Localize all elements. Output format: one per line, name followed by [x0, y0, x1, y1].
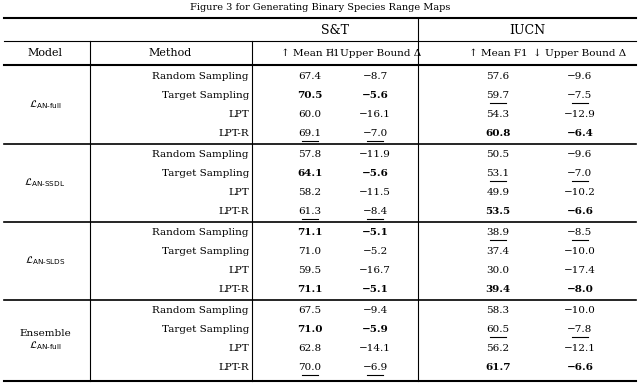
Text: 56.2: 56.2 — [486, 344, 509, 353]
Text: −8.4: −8.4 — [362, 207, 388, 216]
Text: 57.6: 57.6 — [486, 72, 509, 81]
Text: −16.7: −16.7 — [359, 266, 391, 275]
Text: Ensemble: Ensemble — [19, 329, 71, 339]
Text: Target Sampling: Target Sampling — [162, 169, 249, 178]
Text: −8.7: −8.7 — [362, 72, 388, 81]
Text: 53.5: 53.5 — [485, 207, 511, 216]
Text: $\mathcal{L}_{\mathrm{AN\text{-}SLDS}}$: $\mathcal{L}_{\mathrm{AN\text{-}SLDS}}$ — [24, 255, 65, 267]
Text: 69.1: 69.1 — [298, 129, 321, 138]
Text: 64.1: 64.1 — [298, 169, 323, 178]
Text: −9.4: −9.4 — [362, 306, 388, 315]
Text: 49.9: 49.9 — [486, 188, 509, 197]
Text: S&T: S&T — [321, 24, 349, 36]
Text: ↑ Mean F1: ↑ Mean F1 — [468, 48, 527, 58]
Text: Target Sampling: Target Sampling — [162, 247, 249, 256]
Text: 39.4: 39.4 — [485, 285, 511, 294]
Text: −10.0: −10.0 — [564, 306, 596, 315]
Text: 58.2: 58.2 — [298, 188, 321, 197]
Text: 71.0: 71.0 — [297, 325, 323, 334]
Text: −11.9: −11.9 — [359, 150, 391, 159]
Text: 30.0: 30.0 — [486, 266, 509, 275]
Text: −16.1: −16.1 — [359, 110, 391, 119]
Text: 60.0: 60.0 — [298, 110, 321, 119]
Text: −6.6: −6.6 — [566, 207, 593, 216]
Text: −7.0: −7.0 — [362, 129, 388, 138]
Text: IUCN: IUCN — [509, 24, 545, 36]
Text: 37.4: 37.4 — [486, 247, 509, 256]
Text: −10.2: −10.2 — [564, 188, 596, 197]
Text: LPT-R: LPT-R — [218, 207, 249, 216]
Text: Random Sampling: Random Sampling — [152, 150, 249, 159]
Text: −5.1: −5.1 — [362, 228, 388, 237]
Text: LPT-R: LPT-R — [218, 363, 249, 372]
Text: LPT: LPT — [228, 110, 249, 119]
Text: Random Sampling: Random Sampling — [152, 228, 249, 237]
Text: −10.0: −10.0 — [564, 247, 596, 256]
Text: 54.3: 54.3 — [486, 110, 509, 119]
Text: LPT: LPT — [228, 188, 249, 197]
Text: 70.5: 70.5 — [298, 91, 323, 100]
Text: −7.8: −7.8 — [568, 325, 593, 334]
Text: Target Sampling: Target Sampling — [162, 91, 249, 100]
Text: Model: Model — [28, 48, 63, 58]
Text: −8.5: −8.5 — [568, 228, 593, 237]
Text: 71.0: 71.0 — [298, 247, 321, 256]
Text: LPT: LPT — [228, 266, 249, 275]
Text: ↓ Upper Bound Δ: ↓ Upper Bound Δ — [328, 48, 422, 58]
Text: LPT: LPT — [228, 344, 249, 353]
Text: −6.6: −6.6 — [566, 363, 593, 372]
Text: 38.9: 38.9 — [486, 228, 509, 237]
Text: $\mathcal{L}_{\mathrm{AN\text{-}full}}$: $\mathcal{L}_{\mathrm{AN\text{-}full}}$ — [29, 99, 61, 111]
Text: 59.7: 59.7 — [486, 91, 509, 100]
Text: 60.8: 60.8 — [485, 129, 511, 138]
Text: −7.0: −7.0 — [568, 169, 593, 178]
Text: 50.5: 50.5 — [486, 150, 509, 159]
Text: 61.3: 61.3 — [298, 207, 321, 216]
Text: −17.4: −17.4 — [564, 266, 596, 275]
Text: −9.6: −9.6 — [568, 150, 593, 159]
Text: ↓ Upper Bound Δ: ↓ Upper Bound Δ — [533, 48, 627, 58]
Text: −5.1: −5.1 — [362, 285, 388, 294]
Text: 71.1: 71.1 — [297, 228, 323, 237]
Text: −5.9: −5.9 — [362, 325, 388, 334]
Text: 71.1: 71.1 — [297, 285, 323, 294]
Text: 61.7: 61.7 — [485, 363, 511, 372]
Text: 70.0: 70.0 — [298, 363, 321, 372]
Text: Random Sampling: Random Sampling — [152, 72, 249, 81]
Text: LPT-R: LPT-R — [218, 285, 249, 294]
Text: −9.6: −9.6 — [568, 72, 593, 81]
Text: 67.5: 67.5 — [298, 306, 321, 315]
Text: −11.5: −11.5 — [359, 188, 391, 197]
Text: −6.9: −6.9 — [362, 363, 388, 372]
Text: −12.9: −12.9 — [564, 110, 596, 119]
Text: −7.5: −7.5 — [568, 91, 593, 100]
Text: −5.6: −5.6 — [362, 91, 388, 100]
Text: 53.1: 53.1 — [486, 169, 509, 178]
Text: $\mathcal{L}_{\mathrm{AN\text{-}SSDL}}$: $\mathcal{L}_{\mathrm{AN\text{-}SSDL}}$ — [24, 176, 65, 189]
Text: 67.4: 67.4 — [298, 72, 321, 81]
Text: Figure 3 for Generating Binary Species Range Maps: Figure 3 for Generating Binary Species R… — [190, 2, 450, 12]
Text: −6.4: −6.4 — [566, 129, 593, 138]
Text: −14.1: −14.1 — [359, 344, 391, 353]
Text: −12.1: −12.1 — [564, 344, 596, 353]
Text: 59.5: 59.5 — [298, 266, 321, 275]
Text: −5.2: −5.2 — [362, 247, 388, 256]
Text: 62.8: 62.8 — [298, 344, 321, 353]
Text: 60.5: 60.5 — [486, 325, 509, 334]
Text: $\mathcal{L}_{\mathrm{AN\text{-}full}}$: $\mathcal{L}_{\mathrm{AN\text{-}full}}$ — [29, 340, 61, 353]
Text: ↑ Mean F1: ↑ Mean F1 — [281, 48, 339, 58]
Text: 58.3: 58.3 — [486, 306, 509, 315]
Text: Target Sampling: Target Sampling — [162, 325, 249, 334]
Text: −8.0: −8.0 — [566, 285, 593, 294]
Text: Method: Method — [148, 48, 191, 58]
Text: 57.8: 57.8 — [298, 150, 321, 159]
Text: −5.6: −5.6 — [362, 169, 388, 178]
Text: LPT-R: LPT-R — [218, 129, 249, 138]
Text: Random Sampling: Random Sampling — [152, 306, 249, 315]
